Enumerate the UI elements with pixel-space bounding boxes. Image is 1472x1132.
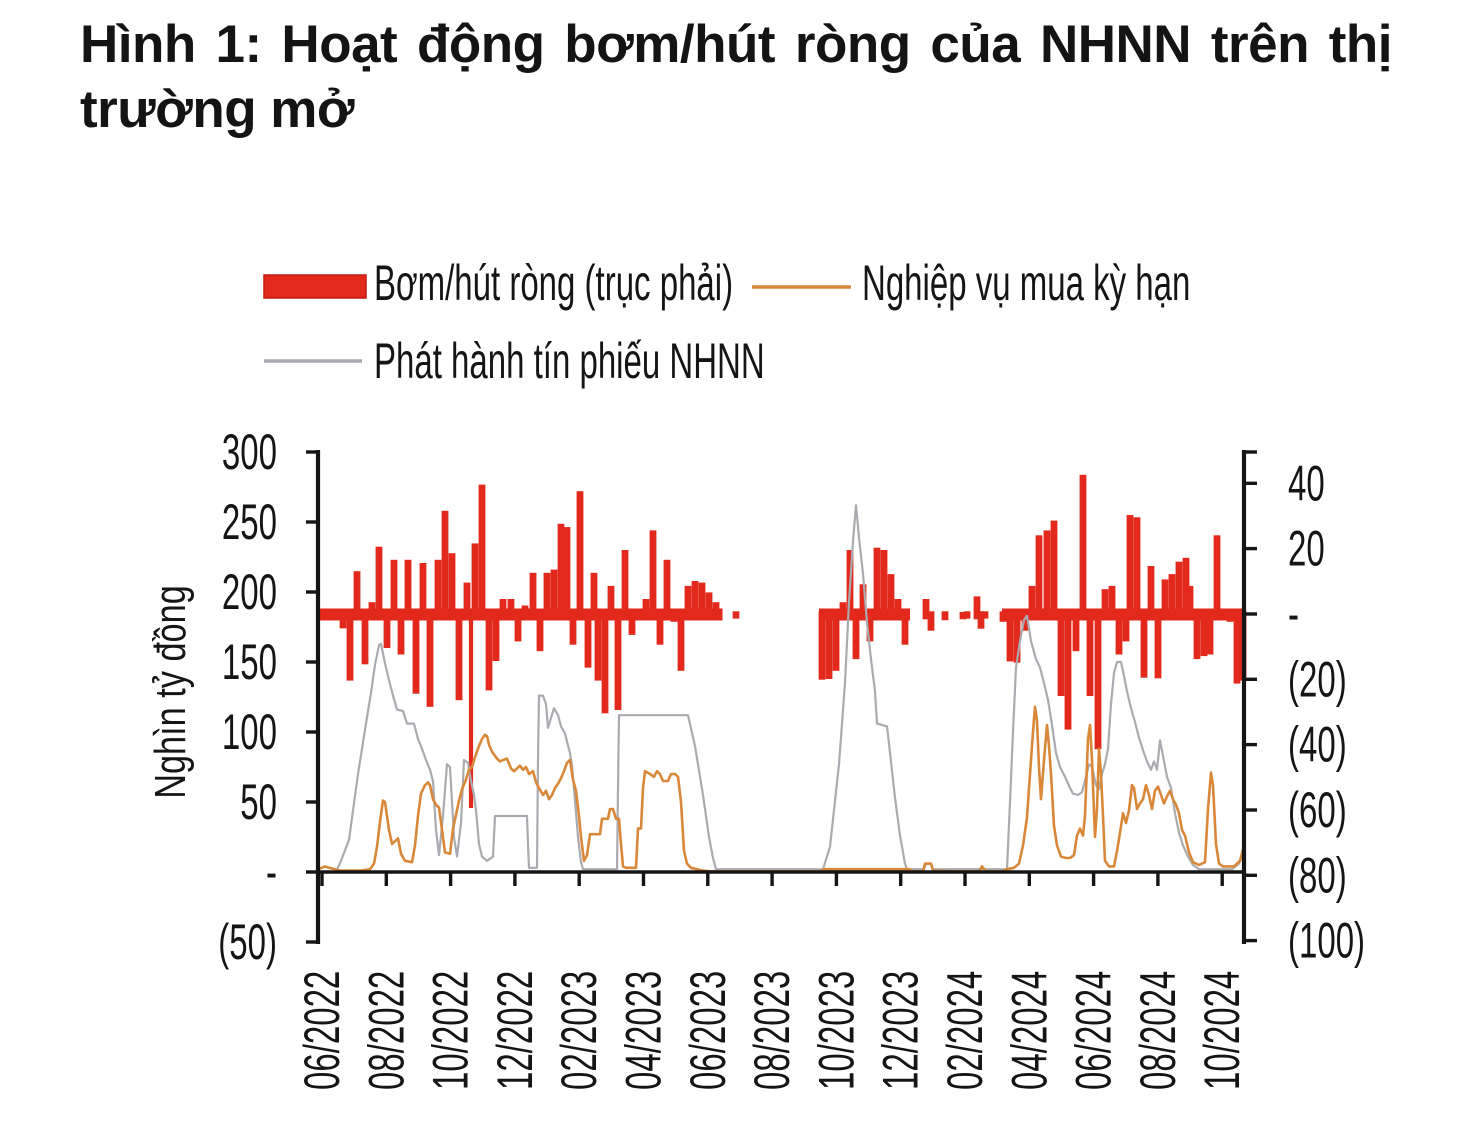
svg-text:150: 150 bbox=[222, 634, 277, 689]
svg-text:(50): (50) bbox=[218, 914, 277, 969]
svg-text:06/2023: 06/2023 bbox=[680, 971, 735, 1090]
svg-text:10/2023: 10/2023 bbox=[809, 971, 864, 1090]
svg-text:(80): (80) bbox=[1288, 847, 1347, 902]
svg-text:08/2023: 08/2023 bbox=[744, 971, 799, 1090]
svg-text:12/2023: 12/2023 bbox=[873, 971, 928, 1090]
svg-text:-: - bbox=[1288, 586, 1299, 641]
svg-text:Bơm/hút ròng (trục phải): Bơm/hút ròng (trục phải) bbox=[374, 255, 733, 310]
svg-text:04/2024: 04/2024 bbox=[1001, 971, 1056, 1090]
svg-text:02/2023: 02/2023 bbox=[551, 971, 606, 1090]
svg-text:08/2022: 08/2022 bbox=[358, 971, 413, 1090]
svg-text:08/2024: 08/2024 bbox=[1130, 971, 1185, 1090]
svg-text:12/2022: 12/2022 bbox=[487, 971, 542, 1090]
svg-text:10/2022: 10/2022 bbox=[423, 971, 478, 1090]
svg-text:06/2022: 06/2022 bbox=[294, 971, 349, 1090]
svg-text:02/2024: 02/2024 bbox=[937, 971, 992, 1090]
svg-text:Nghìn tỷ đồng: Nghìn tỷ đồng bbox=[146, 585, 195, 799]
svg-text:Nghiệp vụ mua kỳ hạn: Nghiệp vụ mua kỳ hạn bbox=[862, 255, 1190, 310]
svg-text:40: 40 bbox=[1288, 455, 1325, 510]
svg-text:10/2024: 10/2024 bbox=[1194, 971, 1249, 1090]
svg-text:200: 200 bbox=[222, 564, 277, 619]
svg-text:04/2023: 04/2023 bbox=[616, 971, 671, 1090]
svg-text:250: 250 bbox=[222, 494, 277, 549]
svg-text:(20): (20) bbox=[1288, 651, 1347, 706]
svg-text:300: 300 bbox=[222, 424, 277, 479]
svg-text:(40): (40) bbox=[1288, 717, 1347, 772]
svg-text:(60): (60) bbox=[1288, 782, 1347, 837]
svg-text:100: 100 bbox=[222, 704, 277, 759]
svg-text:-: - bbox=[266, 844, 277, 899]
svg-text:20: 20 bbox=[1288, 521, 1325, 576]
svg-text:06/2024: 06/2024 bbox=[1066, 971, 1121, 1090]
svg-text:Phát hành tín phiếu NHNN: Phát hành tín phiếu NHNN bbox=[374, 333, 765, 388]
svg-text:50: 50 bbox=[240, 774, 277, 829]
svg-text:(100): (100) bbox=[1288, 913, 1365, 968]
